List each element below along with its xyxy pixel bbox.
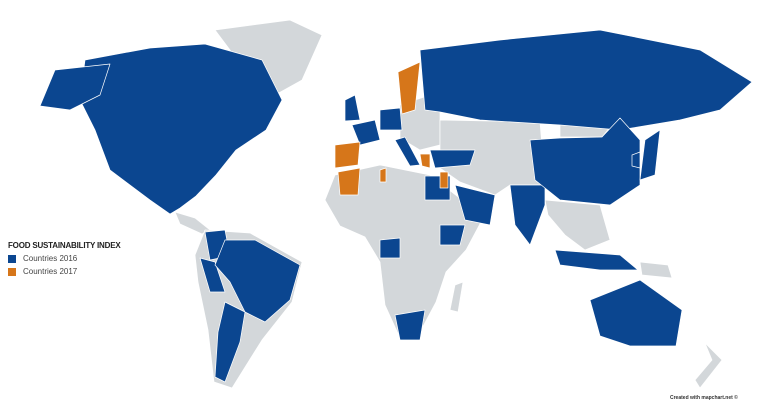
country-italy xyxy=(394,136,421,167)
country-australia xyxy=(589,279,683,347)
legend-swatch-2017 xyxy=(8,267,16,276)
country-madagascar xyxy=(449,281,464,313)
country-ethiopia xyxy=(439,224,466,246)
country-south-africa xyxy=(394,309,426,341)
country-tunisia xyxy=(379,167,387,183)
country-korea xyxy=(631,151,641,169)
country-spain-portugal xyxy=(334,141,361,169)
country-russia-finland xyxy=(419,29,753,131)
map-legend: FOOD SUSTAINABILITY INDEX Countries 2016… xyxy=(8,241,121,276)
country-turkey xyxy=(429,149,476,169)
country-japan xyxy=(639,129,661,181)
legend-label-2017: Countries 2017 xyxy=(23,267,78,276)
countries-2016 xyxy=(39,29,753,383)
legend-title: FOOD SUSTAINABILITY INDEX xyxy=(8,241,121,250)
country-nigeria xyxy=(379,237,401,259)
country-morocco xyxy=(337,167,361,196)
legend-item-2016: Countries 2016 xyxy=(8,254,121,263)
legend-label-2016: Countries 2016 xyxy=(23,254,78,263)
southeast-asia xyxy=(544,199,611,251)
legend-item-2017: Countries 2017 xyxy=(8,267,121,276)
country-saudi-arabia xyxy=(454,184,496,226)
country-france xyxy=(351,119,381,146)
legend-swatch-2016 xyxy=(8,254,16,263)
countries-2017 xyxy=(334,61,449,196)
country-alaska xyxy=(39,63,111,111)
country-india xyxy=(509,184,546,246)
country-new-zealand xyxy=(694,342,723,389)
country-uk xyxy=(344,94,361,122)
country-argentina xyxy=(214,301,246,383)
country-peru xyxy=(199,257,226,293)
middle-east-central-asia xyxy=(439,119,546,196)
country-canada-usa xyxy=(79,43,283,215)
country-germany xyxy=(379,107,403,131)
country-greece xyxy=(419,153,431,169)
credit-text: Created with mapchart.net © xyxy=(670,395,738,401)
country-brazil xyxy=(214,239,301,323)
country-indonesia xyxy=(554,249,639,271)
country-israel-jordan xyxy=(439,171,449,189)
country-sweden xyxy=(397,61,421,115)
country-papua-new-guinea xyxy=(639,261,673,279)
